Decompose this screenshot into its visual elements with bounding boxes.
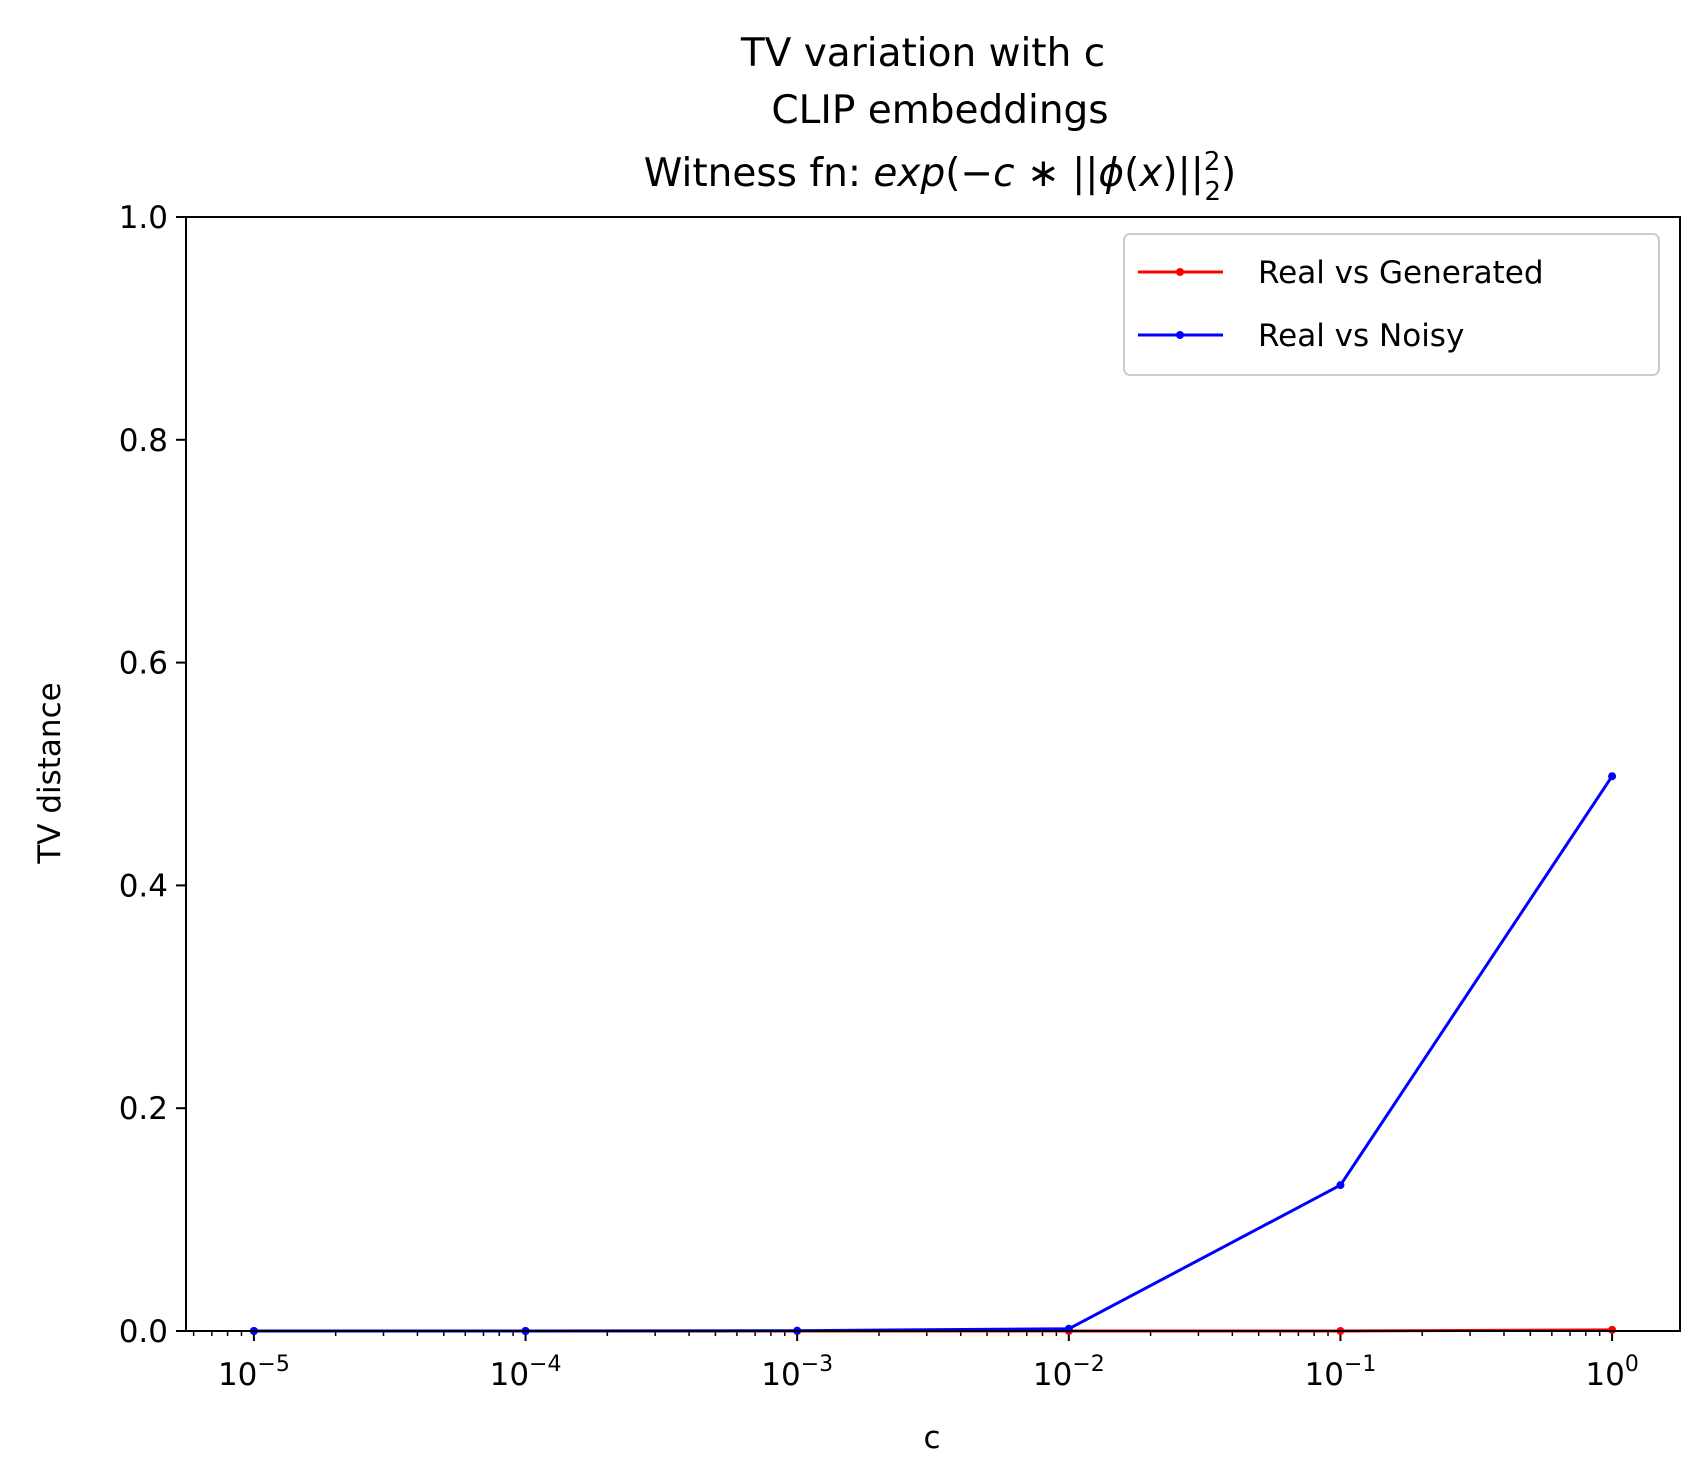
x-tick-label: 10−3 bbox=[761, 1352, 833, 1393]
formula-prefix: Witness fn: bbox=[644, 151, 874, 196]
legend-label-real-vs-generated: Real vs Generated bbox=[1258, 255, 1544, 291]
formula-phi: ϕ bbox=[1098, 151, 1124, 196]
x-tick-label: 100 bbox=[1585, 1352, 1638, 1393]
y-axis-ticks: 0.0 0.2 0.4 0.6 0.8 1.0 bbox=[119, 200, 186, 1350]
data-point-real-vs-noisy bbox=[1336, 1181, 1345, 1190]
y-tick-label: 0.0 bbox=[119, 1314, 168, 1350]
y-axis-label: TV distance bbox=[32, 682, 68, 864]
x-tick-label: 10−2 bbox=[1033, 1352, 1105, 1393]
formula-c: c bbox=[993, 151, 1014, 196]
legend: Real vs Generated Real vs Noisy bbox=[1123, 233, 1660, 376]
data-point-real-vs-generated bbox=[1608, 1325, 1617, 1334]
y-tick-label: 0.2 bbox=[119, 1091, 168, 1127]
legend-label-real-vs-noisy: Real vs Noisy bbox=[1258, 318, 1464, 354]
legend-marker-real-vs-generated bbox=[1176, 268, 1184, 276]
series-line-real-vs-noisy bbox=[253, 775, 1614, 1333]
data-point-real-vs-noisy bbox=[1608, 772, 1617, 781]
formula-open: (− bbox=[945, 151, 993, 196]
series-layer bbox=[249, 772, 1617, 1335]
y-tick-label: 1.0 bbox=[119, 200, 168, 236]
formula-x-close: ) bbox=[1162, 151, 1177, 196]
formula-sup: 2 bbox=[1204, 147, 1221, 177]
plot-frame bbox=[185, 216, 1681, 1332]
legend-box bbox=[1123, 233, 1660, 376]
formula-x: x bbox=[1137, 151, 1163, 196]
chart-title-formula: Witness fn: exp(−c ∗ ||ϕ(x)||2 2) bbox=[644, 147, 1236, 207]
y-tick-label: 0.8 bbox=[119, 423, 168, 459]
x-tick-label: 10−5 bbox=[218, 1352, 290, 1393]
legend-marker-real-vs-noisy bbox=[1176, 331, 1184, 339]
chart-title-line-2: CLIP embeddings bbox=[771, 88, 1108, 133]
chart-title-line-1: TV variation with c bbox=[740, 31, 1105, 76]
x-axis-label: c bbox=[923, 1420, 940, 1456]
formula-star: ∗ bbox=[1015, 151, 1072, 196]
x-tick-label: 10−4 bbox=[490, 1352, 562, 1393]
formula-close: ) bbox=[1221, 151, 1236, 196]
formula-bars-close: || bbox=[1178, 151, 1204, 196]
formula-exp: exp bbox=[873, 151, 945, 196]
formula-sub: 2 bbox=[1204, 177, 1221, 207]
x-axis-ticks: 10−5 10−4 10−3 10−2 10−1 100 bbox=[192, 1331, 1639, 1393]
y-tick-label: 0.4 bbox=[119, 868, 168, 904]
x-tick-label: 10−1 bbox=[1305, 1352, 1377, 1393]
formula-bars-open: || bbox=[1072, 151, 1098, 196]
formula-x-open: ( bbox=[1124, 151, 1139, 196]
y-tick-label: 0.6 bbox=[119, 646, 168, 682]
chart-title: TV variation with c CLIP embeddings Witn… bbox=[644, 31, 1236, 207]
